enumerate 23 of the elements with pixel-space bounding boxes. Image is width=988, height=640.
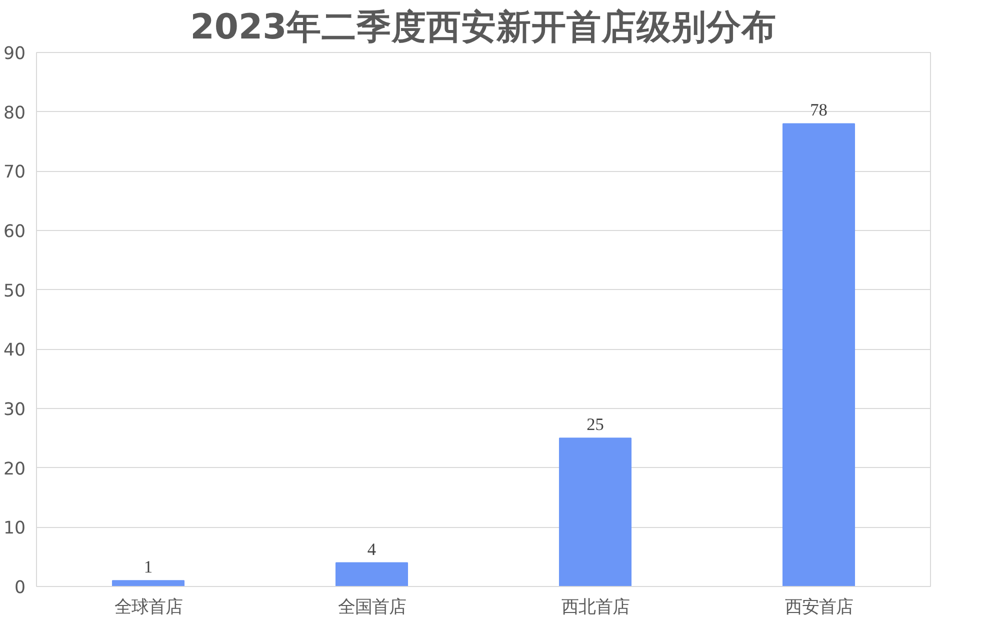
bar bbox=[782, 123, 856, 586]
x-tick-label: 西安首店 bbox=[784, 598, 853, 618]
y-tick-label: 60 bbox=[3, 222, 26, 242]
y-tick-label: 20 bbox=[3, 459, 26, 480]
data-label: 25 bbox=[586, 415, 604, 434]
y-tick-label: 90 bbox=[3, 44, 26, 64]
x-tick-label: 西北首店 bbox=[561, 598, 630, 618]
x-tick-label: 全球首店 bbox=[114, 598, 182, 618]
y-tick-label: 40 bbox=[3, 340, 26, 361]
bar bbox=[558, 438, 632, 586]
y-tick-label: 70 bbox=[3, 162, 26, 183]
y-tick-label: 80 bbox=[3, 103, 26, 124]
y-tick-label: 30 bbox=[3, 400, 26, 420]
y-tick-label: 50 bbox=[3, 281, 26, 302]
bar bbox=[335, 562, 408, 586]
bar bbox=[112, 580, 185, 586]
y-tick-label: 10 bbox=[3, 518, 26, 539]
x-tick-label: 全国首店 bbox=[338, 598, 406, 618]
data-label: 1 bbox=[144, 558, 153, 577]
chart-title: 2023年二季度西安新开首店级别分布 bbox=[190, 8, 777, 48]
data-label: 4 bbox=[367, 540, 376, 559]
data-label: 78 bbox=[810, 100, 828, 120]
y-tick-label: 0 bbox=[14, 578, 26, 598]
